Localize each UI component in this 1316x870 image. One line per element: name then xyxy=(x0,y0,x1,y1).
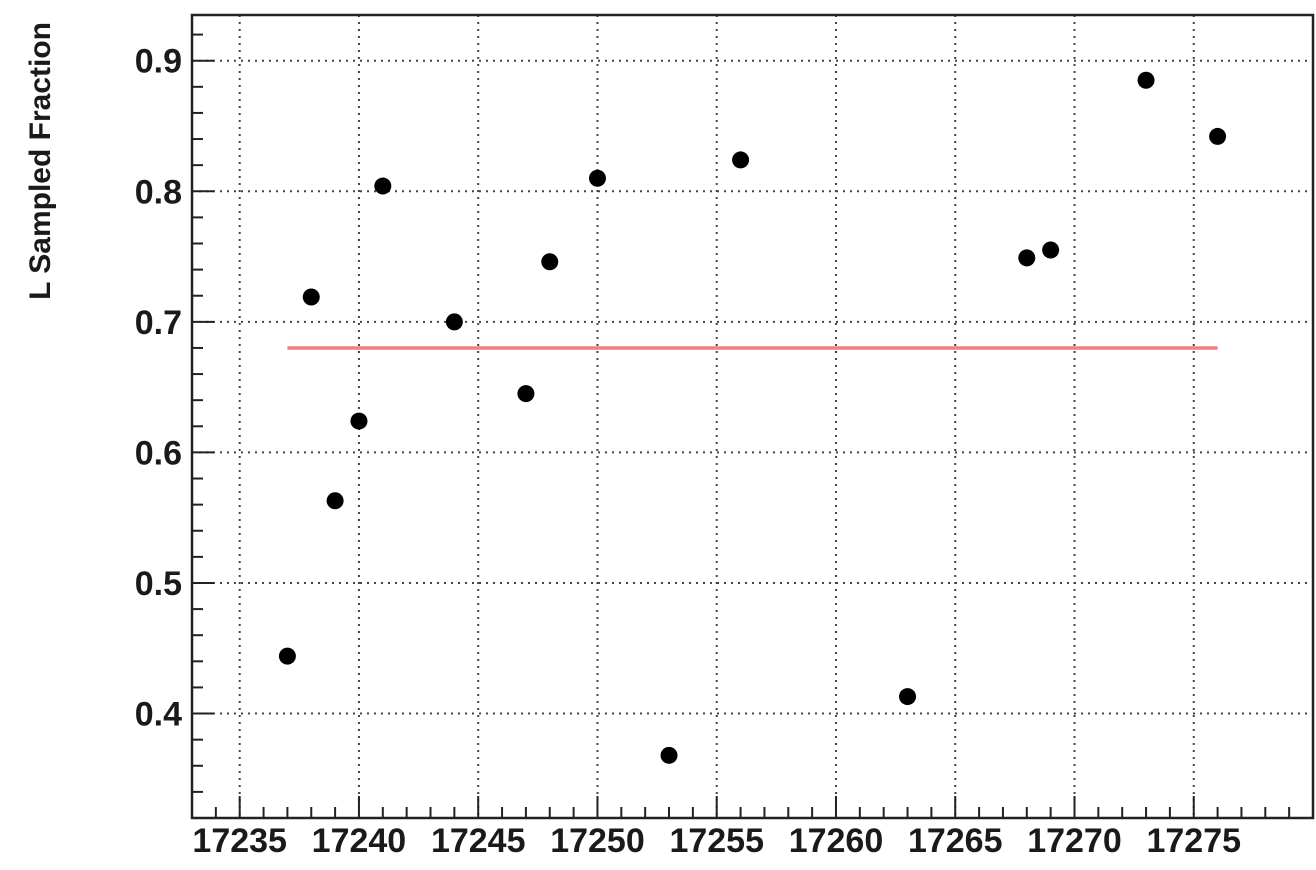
y-tick-label-0: 0.4 xyxy=(135,696,182,734)
y-axis-title: L Sampled Fraction xyxy=(24,22,57,300)
plot-frame xyxy=(190,13,1315,820)
data-point-0-3 xyxy=(350,412,368,430)
tick-marks-layer xyxy=(191,33,1314,819)
x-tick-label-1: 17240 xyxy=(312,822,407,860)
data-point-0-12 xyxy=(1018,249,1036,267)
data-point-0-14 xyxy=(1137,71,1155,89)
data-point-0-6 xyxy=(517,385,535,403)
data-point-0-10 xyxy=(732,151,750,169)
data-point-0-15 xyxy=(1209,127,1227,145)
grid-layer xyxy=(192,15,1313,818)
x-tick-label-3: 17250 xyxy=(550,822,645,860)
data-point-0-9 xyxy=(660,746,678,764)
data-point-0-2 xyxy=(326,492,344,510)
data-point-0-5 xyxy=(445,313,463,331)
tick-labels-layer: 17235 17240 17245 17250 17255 17260 17265 17270… xyxy=(135,43,1241,860)
plot-frame-layer xyxy=(190,13,1315,820)
x-tick-label-8: 17275 xyxy=(1146,822,1241,860)
data-point-0-4 xyxy=(374,177,392,195)
data-point-0-11 xyxy=(899,688,917,706)
data-point-0-8 xyxy=(588,169,606,187)
data-point-0-0 xyxy=(278,647,296,665)
y-tick-label-4: 0.8 xyxy=(135,173,182,211)
y-tick-label-1: 0.5 xyxy=(135,565,182,603)
x-tick-label-4: 17255 xyxy=(669,822,764,860)
y-tick-label-5: 0.9 xyxy=(135,43,182,81)
y-tick-label-2: 0.6 xyxy=(135,434,182,472)
x-tick-label-5: 17260 xyxy=(789,822,884,860)
x-tick-label-2: 17245 xyxy=(431,822,526,860)
x-tick-label-0: 17235 xyxy=(192,822,287,860)
x-tick-label-6: 17265 xyxy=(908,822,1003,860)
data-points-layer xyxy=(278,71,1227,764)
data-point-0-7 xyxy=(541,253,559,271)
x-tick-label-7: 17270 xyxy=(1027,822,1122,860)
y-tick-label-3: 0.7 xyxy=(135,304,182,342)
data-point-0-1 xyxy=(302,288,320,306)
data-point-0-13 xyxy=(1042,241,1060,259)
